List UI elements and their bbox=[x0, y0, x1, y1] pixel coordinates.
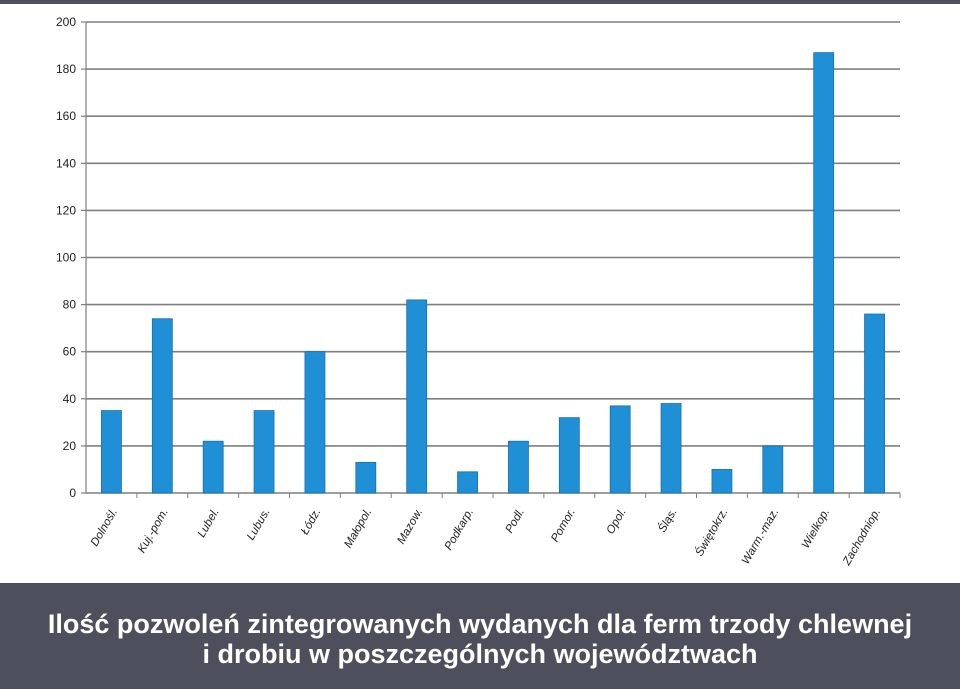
y-tick-label: 140 bbox=[56, 156, 76, 170]
x-tick-label: Łódz. bbox=[299, 507, 323, 537]
y-axis-ticks: 0 20 40 60 80 100 120 140 160 180 200 bbox=[56, 15, 76, 500]
y-tick-label: 0 bbox=[69, 486, 76, 500]
x-tick-label: Podkarp. bbox=[443, 507, 476, 553]
y-tick-label: 100 bbox=[56, 251, 76, 265]
bars bbox=[101, 52, 885, 494]
bar bbox=[202, 440, 224, 494]
gridlines bbox=[81, 21, 900, 494]
x-tick-label: Świętokrz. bbox=[693, 506, 731, 558]
x-tick-label: Lubel. bbox=[196, 507, 222, 540]
y-tick-label: 60 bbox=[63, 345, 77, 359]
bar bbox=[355, 461, 377, 494]
x-tick-label: Wielkop. bbox=[800, 507, 832, 551]
bar bbox=[253, 410, 275, 494]
bar bbox=[151, 318, 173, 494]
x-tick-label: Lubus. bbox=[245, 507, 273, 543]
y-tick-label: 40 bbox=[63, 392, 77, 406]
y-tick-label: 160 bbox=[56, 109, 76, 123]
x-tick-label: Małopol. bbox=[342, 507, 374, 551]
bar bbox=[762, 445, 784, 494]
y-tick-label: 120 bbox=[56, 203, 76, 217]
bar-chart: 0 20 40 60 80 100 120 140 160 180 200 Dolnośl. Kuj.… bbox=[56, 15, 901, 569]
y-tick-label: 200 bbox=[56, 15, 76, 29]
bar bbox=[711, 469, 733, 494]
x-tick-label: Zachodniop. bbox=[841, 507, 884, 569]
top-strip bbox=[0, 0, 960, 4]
y-tick-label: 180 bbox=[56, 62, 76, 76]
bar bbox=[609, 405, 631, 494]
bar bbox=[406, 299, 428, 494]
slide-caption: Ilość pozwoleń zintegrowanych wydanych d… bbox=[0, 583, 960, 689]
x-axis-ticks: Dolnośl. Kuj.-pom. Lubel. Lubus. Łódz. Małopo… bbox=[89, 493, 901, 569]
caption-line-1: Ilość pozwoleń zintegrowanych wydanych d… bbox=[47, 609, 913, 639]
y-tick-label: 20 bbox=[63, 439, 77, 453]
bar bbox=[558, 417, 580, 494]
bar bbox=[457, 471, 478, 494]
x-tick-label: Mazow. bbox=[395, 507, 425, 547]
x-tick-label: Podl. bbox=[504, 507, 528, 536]
bar bbox=[660, 403, 682, 494]
caption-line-2: i drobiu w poszczególnych województwach bbox=[202, 639, 758, 669]
bar bbox=[864, 313, 885, 494]
x-tick-label: Kuj.-pom. bbox=[136, 507, 171, 556]
x-tick-label: Pomor. bbox=[549, 507, 578, 545]
x-tick-label: Opol. bbox=[605, 507, 629, 537]
y-tick-label: 80 bbox=[63, 298, 77, 312]
bar bbox=[101, 410, 122, 494]
x-tick-label: Dolnośl. bbox=[89, 507, 120, 549]
bar bbox=[813, 52, 835, 494]
bar bbox=[508, 440, 529, 494]
x-tick-label: Śląs. bbox=[656, 506, 680, 535]
x-tick-label: Warm.-maz. bbox=[740, 507, 782, 567]
bar bbox=[304, 351, 326, 494]
